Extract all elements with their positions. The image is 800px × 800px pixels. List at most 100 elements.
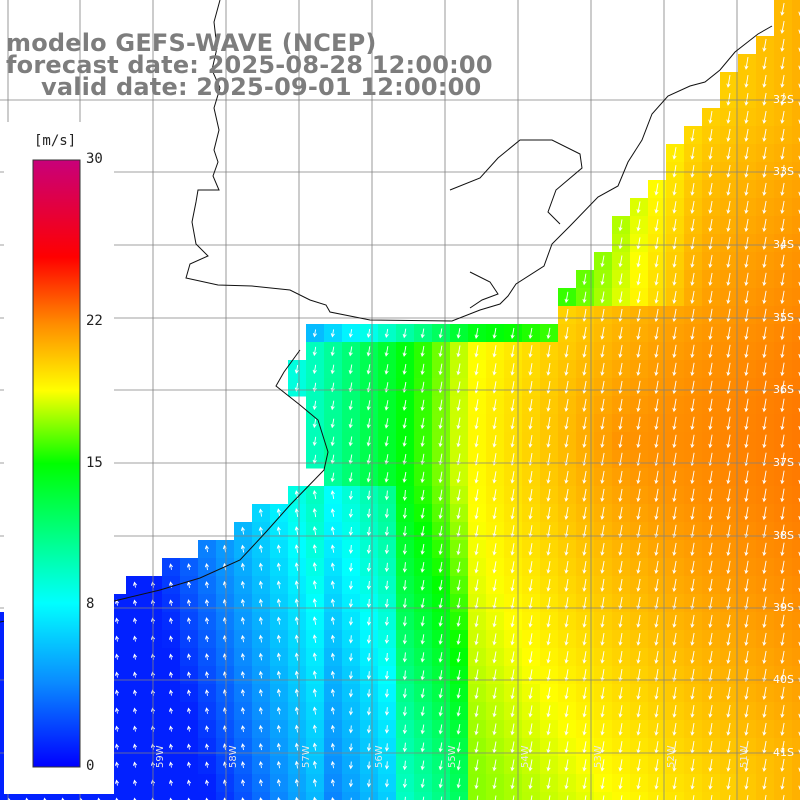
wind-arrow xyxy=(510,345,515,358)
wind-arrow xyxy=(528,597,533,610)
wind-arrow xyxy=(348,544,353,554)
wind-arrow xyxy=(366,346,371,357)
wind-arrow xyxy=(366,707,371,716)
wind-arrow xyxy=(330,652,335,661)
wind-arrow xyxy=(132,761,138,768)
wind-arrow xyxy=(204,743,210,750)
wind-arrow xyxy=(618,344,623,359)
wind-arrow xyxy=(546,417,551,430)
wind-arrow xyxy=(312,706,317,715)
wind-arrow xyxy=(654,416,659,431)
wind-arrow xyxy=(114,761,120,768)
wind-arrow xyxy=(654,650,659,664)
wind-arrow xyxy=(510,759,515,772)
wind-arrow xyxy=(672,632,677,646)
wind-arrow xyxy=(582,597,587,610)
wind-arrow xyxy=(258,652,263,661)
wind-arrow xyxy=(312,525,317,536)
wind-arrow xyxy=(762,560,767,575)
wind-arrow xyxy=(636,201,641,214)
wind-direction-arrows xyxy=(6,2,800,800)
wind-arrow xyxy=(294,706,299,715)
wind-arrow xyxy=(654,723,659,736)
wind-arrow xyxy=(726,560,731,575)
wind-arrow xyxy=(330,688,335,697)
wind-arrow xyxy=(474,543,479,556)
wind-arrow xyxy=(510,525,515,538)
wind-arrow xyxy=(672,290,677,304)
wind-arrow xyxy=(618,759,623,772)
wind-arrow xyxy=(312,742,317,751)
wind-arrow xyxy=(492,471,497,484)
wind-arrow xyxy=(348,329,353,338)
wind-arrow xyxy=(690,542,695,557)
wind-arrow xyxy=(546,435,551,448)
wind-arrow xyxy=(510,399,515,412)
wind-speed-cell xyxy=(162,792,181,800)
wind-arrow xyxy=(780,470,785,485)
wind-arrow xyxy=(186,689,192,696)
wind-arrow xyxy=(492,399,497,412)
wind-arrow xyxy=(548,795,551,800)
wind-arrow xyxy=(492,543,497,556)
wind-arrow xyxy=(114,743,120,750)
wind-arrow xyxy=(780,524,785,539)
wind-arrow xyxy=(582,687,587,700)
wind-arrow xyxy=(726,146,731,160)
wind-arrow xyxy=(726,272,731,287)
wind-arrow xyxy=(620,795,623,800)
wind-arrow xyxy=(240,706,245,715)
wind-arrow xyxy=(168,599,174,606)
wind-arrow xyxy=(582,362,587,376)
wind-speed-cell xyxy=(792,486,800,505)
wind-arrow xyxy=(384,508,389,519)
wind-arrow xyxy=(780,632,785,647)
wind-arrow xyxy=(726,75,731,88)
wind-arrow xyxy=(780,344,785,359)
wind-arrow xyxy=(168,653,174,660)
wind-arrow xyxy=(366,743,371,752)
wind-arrow xyxy=(708,650,713,664)
wind-arrow xyxy=(510,687,515,700)
wind-arrow xyxy=(600,560,605,574)
wind-arrow xyxy=(132,635,138,642)
wind-arrow xyxy=(636,578,641,592)
wind-arrow xyxy=(438,742,443,753)
wind-arrow xyxy=(456,345,461,358)
wind-arrow xyxy=(546,615,551,628)
wind-arrow xyxy=(762,128,767,142)
wind-arrow xyxy=(672,183,677,196)
wind-arrow xyxy=(780,650,785,665)
wind-arrow xyxy=(402,435,407,447)
wind-arrow xyxy=(762,704,767,719)
colorbar-tick-label: 15 xyxy=(86,454,103,471)
wind-arrow xyxy=(474,525,479,538)
wind-arrow xyxy=(582,777,587,790)
wind-arrow xyxy=(582,651,587,664)
wind-arrow xyxy=(420,328,425,339)
wind-arrow xyxy=(350,797,352,800)
latitude-label: 34S xyxy=(773,238,794,251)
wind-arrow xyxy=(240,725,246,733)
wind-arrow xyxy=(690,398,695,413)
longitude-label: 53W xyxy=(593,745,604,768)
wind-speed-cell xyxy=(792,558,800,577)
wind-arrow xyxy=(726,380,731,395)
latitude-label: 38S xyxy=(773,529,794,542)
wind-arrow xyxy=(636,362,641,377)
wind-arrow xyxy=(636,416,641,431)
wind-arrow xyxy=(690,326,695,341)
wind-arrow xyxy=(726,578,731,593)
wind-speed-cell xyxy=(792,342,800,361)
wind-arrow xyxy=(420,562,425,573)
wind-arrow xyxy=(420,688,425,699)
wind-arrow xyxy=(438,579,443,592)
wind-arrow xyxy=(654,687,659,700)
wind-arrow xyxy=(330,418,335,429)
wind-arrow xyxy=(420,706,425,717)
wind-arrow xyxy=(564,434,569,448)
wind-arrow xyxy=(402,328,407,339)
wind-arrow xyxy=(348,346,353,357)
coastline xyxy=(0,0,773,623)
wind-arrow xyxy=(186,617,192,624)
